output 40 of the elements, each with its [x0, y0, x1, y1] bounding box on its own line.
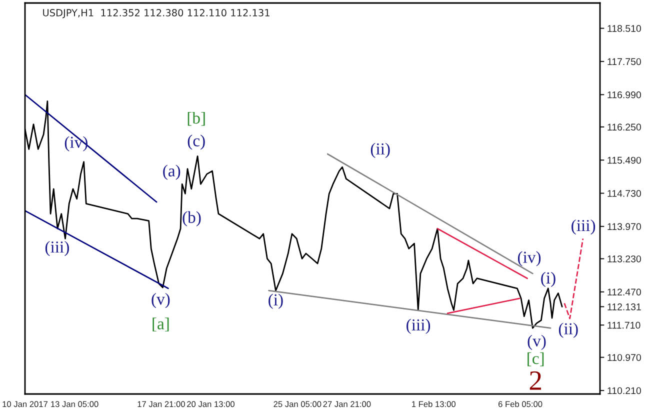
- annotation: [b]: [188, 112, 205, 126]
- annotation: (i): [541, 272, 556, 287]
- y-tick-label: 110.970: [608, 354, 641, 361]
- text: USDJPY,H1 112.352 112.380 112.110 112.131: [43, 9, 270, 18]
- y-tick-label: 112.470: [608, 288, 641, 296]
- annotation: [c]: [528, 352, 544, 366]
- annotation: (iii): [45, 240, 69, 256]
- annotation: (b): [182, 211, 201, 226]
- y-tick-label: 111.710: [608, 322, 640, 329]
- y-tick-label: 117.750: [608, 58, 641, 66]
- y-tick-label: 118.510: [608, 25, 641, 32]
- annotation: (a): [163, 164, 180, 180]
- annotation: [a]: [152, 318, 169, 332]
- y-tick-label: 113.230: [608, 255, 641, 262]
- x-tick-label: 20 Jan 13:00: [187, 401, 235, 408]
- annotation: (v): [152, 292, 170, 308]
- annotation: (iii): [406, 318, 430, 334]
- y-tick-label: 115.490: [608, 156, 641, 164]
- x-tick-label: 13 Jan 05:00: [51, 401, 98, 408]
- y-tick-label: 113.970: [608, 223, 641, 230]
- annotation: (c): [188, 134, 205, 150]
- x-tick-label: 6 Feb 05:00: [498, 400, 542, 408]
- x-tick-label: 25 Jan 05:00: [274, 401, 322, 408]
- x-tick-label: 27 Jan 21:00: [323, 401, 371, 408]
- y-tick-label: 112.131: [608, 303, 641, 310]
- annotation: (iv): [518, 251, 541, 266]
- annotation: (iii): [572, 219, 596, 235]
- annotation: (ii): [558, 322, 578, 338]
- y-tick-label: 114.730: [608, 190, 641, 197]
- y-tick-label: 110.210: [608, 387, 641, 394]
- y-tick-label: 116.250: [608, 124, 641, 131]
- y-tick-label: 116.990: [608, 91, 641, 98]
- annotation: (v): [528, 334, 546, 350]
- x-tick-label: 10 Jan 2017: [2, 401, 48, 408]
- x-tick-label: 17 Jan 21:00: [138, 401, 185, 408]
- annotation: 2: [530, 371, 542, 390]
- x-tick-label: 1 Feb 13:00: [412, 400, 456, 408]
- annotation: (iv): [64, 136, 88, 152]
- annotation: (i): [268, 294, 283, 309]
- annotation: (ii): [370, 142, 390, 158]
